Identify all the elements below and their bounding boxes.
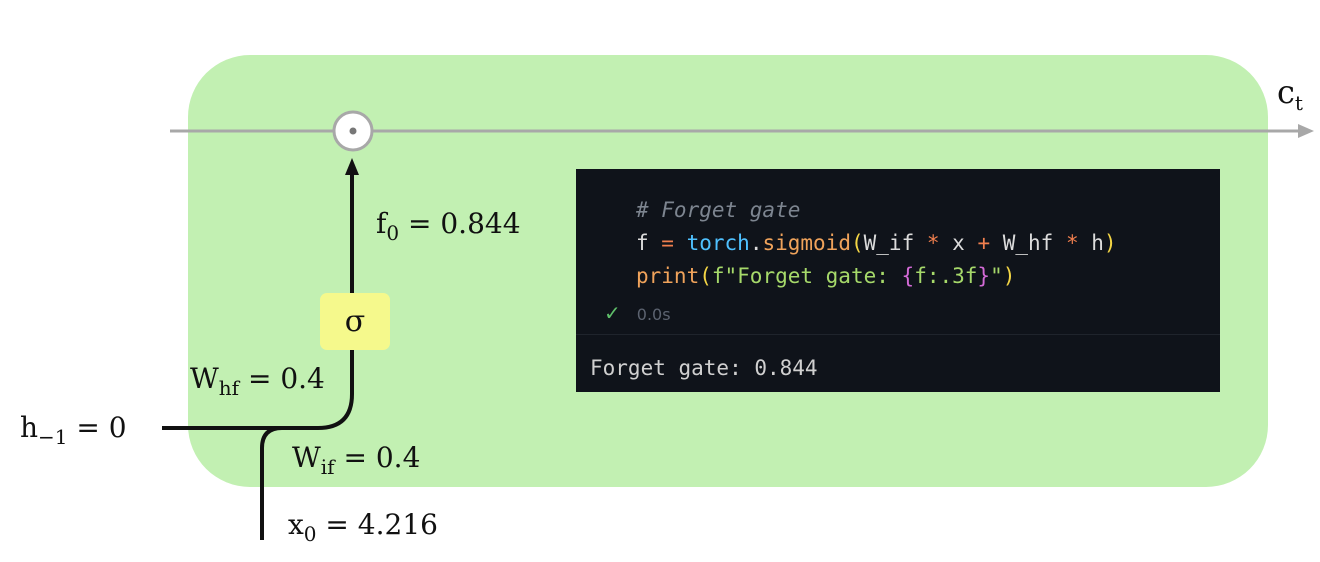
- code-comment: # Forget gate: [636, 198, 801, 222]
- check-icon: ✓: [604, 301, 621, 325]
- execution-time: 0.0s: [636, 305, 671, 324]
- wif-label: Wif = 0.4: [292, 441, 421, 479]
- hidden-input-wire: [162, 350, 354, 430]
- code-cell: # Forget gate f = torch.sigmoid(W_if * x…: [576, 169, 1220, 392]
- code-line-2: f = torch.sigmoid(W_if * x + W_hf * h): [636, 231, 1117, 255]
- output-divider: [576, 334, 1220, 335]
- code-source: # Forget gate f = torch.sigmoid(W_if * x…: [636, 194, 1117, 293]
- forget-output-arrowhead: [345, 158, 359, 175]
- cell-state-arrowhead: [1298, 124, 1314, 138]
- forget-value-label: f0 = 0.844: [376, 207, 521, 245]
- whf-label: Whf = 0.4: [190, 362, 325, 400]
- x-input-wire: [260, 426, 283, 540]
- cell-output: Forget gate: 0.844: [590, 356, 818, 380]
- multiply-circle-icon: [332, 110, 374, 152]
- h-input-label: h−1 = 0: [20, 411, 127, 449]
- cell-state-label: ct: [1277, 73, 1303, 115]
- sigma-symbol: σ: [344, 304, 366, 339]
- code-line-3: print(f"Forget gate: {f:.3f}"): [636, 264, 1016, 288]
- sigmoid-gate: σ: [320, 293, 390, 350]
- x-input-label: x0 = 4.216: [288, 508, 438, 546]
- execution-status: ✓ 0.0s: [604, 301, 671, 325]
